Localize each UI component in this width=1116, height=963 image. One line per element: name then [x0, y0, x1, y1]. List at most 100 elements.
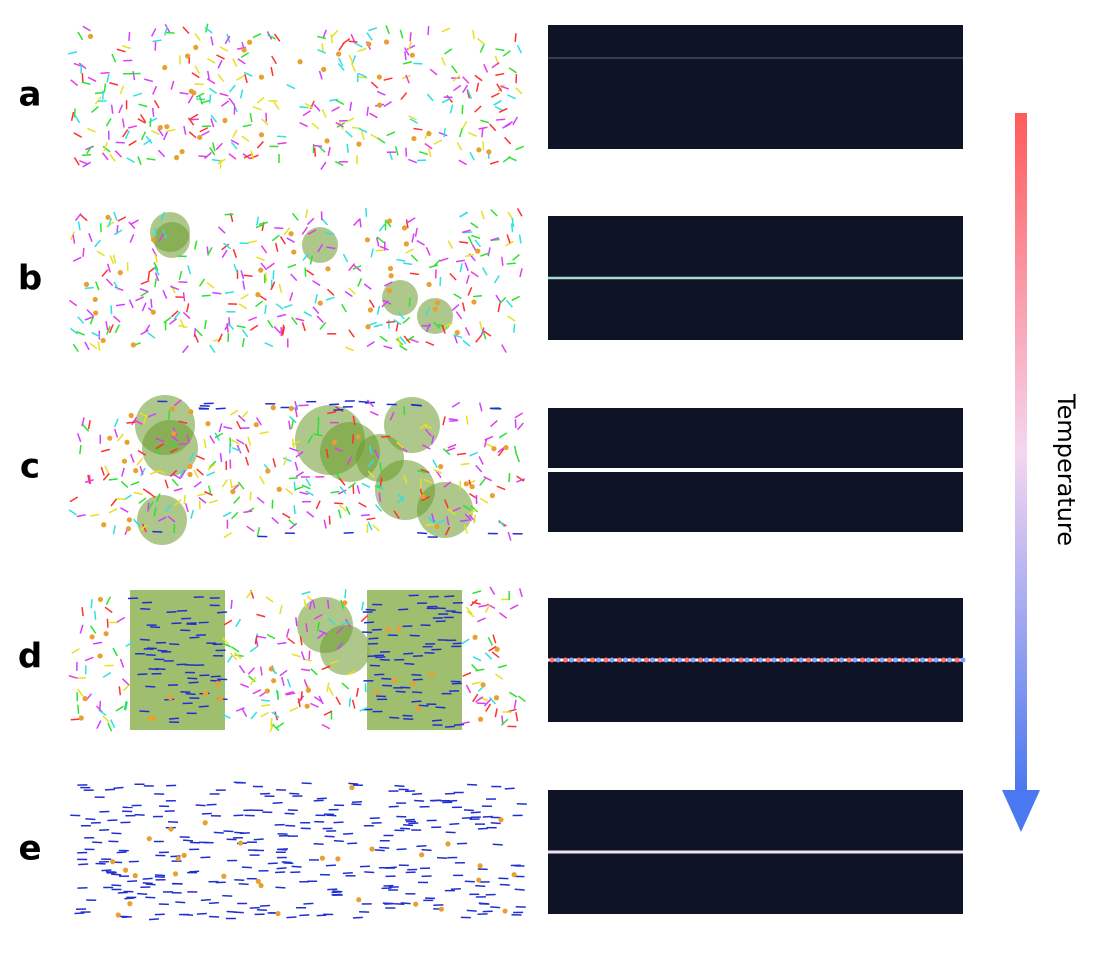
particle — [255, 292, 261, 298]
molecule — [138, 103, 148, 108]
molecule — [446, 447, 456, 452]
molecule — [386, 131, 396, 137]
molecule — [507, 708, 517, 713]
molecule — [147, 502, 150, 512]
molecule — [230, 599, 233, 609]
molecule — [314, 294, 318, 304]
molecule — [416, 469, 427, 474]
molecule — [243, 71, 253, 77]
molecule — [368, 27, 378, 32]
particle — [258, 267, 264, 273]
particle — [188, 409, 194, 415]
molecule — [119, 658, 125, 668]
molecule — [508, 473, 511, 483]
molecule — [220, 100, 230, 107]
particle — [125, 526, 132, 532]
molecule — [379, 846, 390, 849]
molecule — [403, 824, 414, 827]
particle — [420, 493, 426, 500]
molecule — [340, 599, 345, 609]
molecule — [444, 322, 453, 328]
molecule — [69, 299, 78, 307]
molecule — [178, 420, 188, 425]
particle — [401, 225, 408, 231]
molecule — [100, 466, 105, 476]
molecule — [170, 285, 180, 291]
molecule — [306, 217, 315, 226]
molecule — [370, 248, 374, 258]
molecule — [291, 316, 298, 325]
fiber-bead — [744, 657, 750, 663]
particle — [276, 486, 282, 492]
particle — [476, 147, 482, 153]
molecule — [405, 147, 408, 157]
particle — [221, 873, 227, 879]
particle — [349, 784, 355, 791]
molecule — [180, 469, 187, 479]
molecule — [291, 438, 295, 448]
molecule — [171, 622, 182, 625]
molecule — [489, 586, 496, 595]
molecule — [425, 246, 431, 256]
molecule — [189, 452, 195, 462]
molecule — [231, 483, 241, 489]
molecule — [134, 813, 145, 816]
particle — [434, 523, 440, 530]
molecule — [304, 209, 309, 219]
molecule — [111, 873, 122, 876]
molecule — [478, 126, 488, 130]
molecule — [253, 838, 264, 841]
molecule — [78, 863, 89, 866]
molecule — [213, 831, 224, 834]
particle — [383, 39, 390, 45]
molecule — [187, 265, 192, 275]
molecule — [363, 621, 375, 624]
molecule — [347, 482, 357, 489]
molecule — [480, 327, 485, 337]
molecule — [255, 223, 265, 229]
molecule — [366, 32, 373, 41]
molecule — [89, 342, 98, 350]
molecule — [405, 248, 414, 254]
molecule — [105, 596, 112, 606]
molecule — [414, 799, 425, 802]
molecule — [400, 827, 411, 830]
molecule — [168, 318, 178, 325]
molecule — [156, 469, 167, 475]
particle — [132, 873, 138, 879]
molecule — [475, 884, 486, 888]
molecule — [208, 901, 219, 905]
molecule — [334, 447, 343, 453]
molecule — [397, 493, 405, 502]
molecule — [345, 130, 353, 138]
molecule — [294, 408, 298, 418]
molecule — [500, 718, 509, 726]
molecule — [145, 883, 156, 886]
fiber-bead — [617, 657, 622, 663]
molecule — [168, 717, 180, 720]
particle — [385, 626, 391, 633]
molecule — [222, 713, 231, 720]
molecule — [238, 882, 249, 886]
particle — [386, 288, 392, 294]
molecule — [288, 519, 296, 527]
molecule — [82, 161, 91, 168]
molecule — [264, 272, 268, 282]
molecule — [375, 237, 380, 247]
molecule — [273, 326, 281, 334]
molecule — [276, 722, 285, 729]
molecule — [424, 428, 432, 437]
molecule — [195, 804, 206, 807]
fiber-bead — [866, 657, 871, 663]
molecule — [490, 420, 498, 428]
molecule — [213, 338, 223, 342]
molecule — [470, 599, 478, 607]
molecule — [152, 39, 162, 43]
molecule — [488, 696, 497, 705]
molecule — [305, 269, 315, 276]
molecule — [476, 702, 486, 705]
molecule — [119, 85, 125, 95]
molecule — [502, 50, 511, 57]
molecule — [350, 33, 356, 43]
molecule — [389, 411, 395, 421]
